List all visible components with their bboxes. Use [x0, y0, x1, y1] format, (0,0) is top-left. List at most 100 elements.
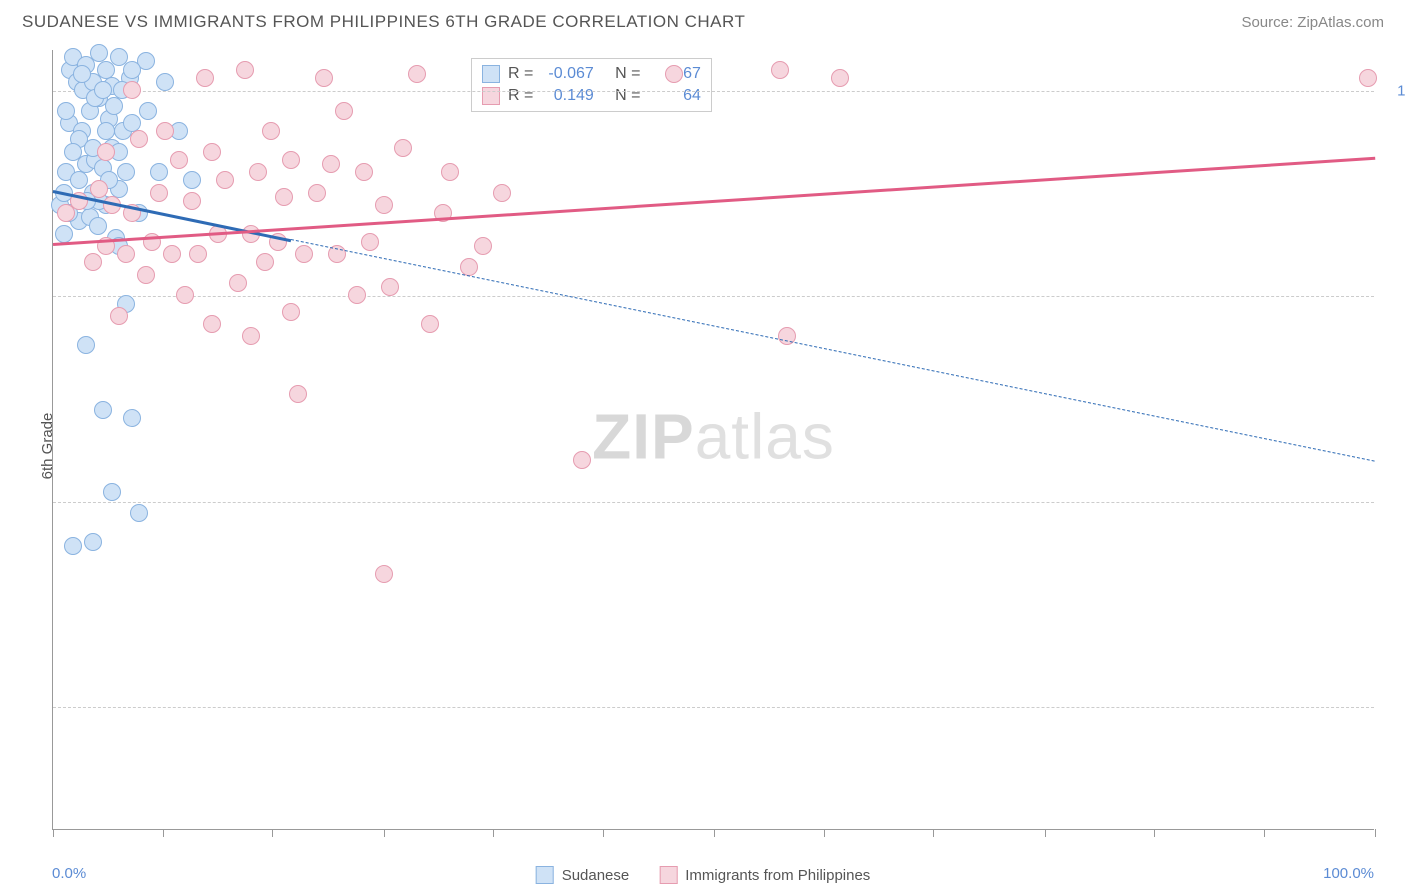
x-tick [1264, 829, 1265, 837]
series-swatch [482, 87, 500, 105]
data-point [123, 114, 141, 132]
data-point [89, 217, 107, 235]
x-tick [53, 829, 54, 837]
series-swatch [659, 866, 677, 884]
stat-value-r: -0.067 [546, 65, 594, 83]
x-tick [714, 829, 715, 837]
stat-label-r: R = [508, 87, 538, 105]
x-axis-min-label: 0.0% [52, 865, 86, 882]
data-point [156, 122, 174, 140]
data-point [84, 253, 102, 271]
data-point [262, 122, 280, 140]
x-tick [603, 829, 604, 837]
data-point [110, 307, 128, 325]
data-point [105, 97, 123, 115]
y-tick-label: 100.0% [1397, 83, 1406, 100]
data-point [183, 171, 201, 189]
data-point [90, 44, 108, 62]
data-point [130, 130, 148, 148]
gridline [53, 707, 1374, 708]
data-point [90, 180, 108, 198]
data-point [1359, 69, 1377, 87]
data-point [64, 537, 82, 555]
data-point [408, 65, 426, 83]
data-point [139, 102, 157, 120]
data-point [123, 81, 141, 99]
x-tick [824, 829, 825, 837]
data-point [229, 274, 247, 292]
gridline [53, 502, 1374, 503]
data-point [474, 237, 492, 255]
x-tick [933, 829, 934, 837]
data-point [203, 143, 221, 161]
watermark: ZIPatlas [592, 399, 835, 473]
data-point [375, 565, 393, 583]
data-point [355, 163, 373, 181]
data-point [375, 196, 393, 214]
data-point [282, 303, 300, 321]
data-point [441, 163, 459, 181]
stat-row: R = 0.149 N = 64 [482, 85, 701, 107]
data-point [295, 245, 313, 263]
series-legend: Sudanese Immigrants from Philippines [536, 866, 871, 884]
x-tick [493, 829, 494, 837]
data-point [55, 225, 73, 243]
data-point [94, 81, 112, 99]
page-title: SUDANESE VS IMMIGRANTS FROM PHILIPPINES … [22, 12, 745, 32]
data-point [117, 245, 135, 263]
data-point [460, 258, 478, 276]
data-point [335, 102, 353, 120]
series-swatch [482, 65, 500, 83]
data-point [156, 73, 174, 91]
data-point [57, 102, 75, 120]
stat-value-r: 0.149 [546, 87, 594, 105]
data-point [348, 286, 366, 304]
stat-label-n: N = [602, 87, 645, 105]
data-point [203, 315, 221, 333]
legend-item: Immigrants from Philippines [659, 866, 870, 884]
data-point [493, 184, 511, 202]
x-tick [1375, 829, 1376, 837]
data-point [236, 61, 254, 79]
data-point [117, 163, 135, 181]
legend-item: Sudanese [536, 866, 630, 884]
x-tick [1045, 829, 1046, 837]
data-point [289, 385, 307, 403]
data-point [831, 69, 849, 87]
data-point [361, 233, 379, 251]
data-point [216, 171, 234, 189]
x-tick [272, 829, 273, 837]
scatter-chart: ZIPatlas R = -0.067 N = 67R = 0.149 N = … [52, 50, 1374, 830]
data-point [84, 533, 102, 551]
data-point [97, 122, 115, 140]
data-point [137, 266, 155, 284]
data-point [315, 69, 333, 87]
legend-label: Sudanese [562, 867, 630, 884]
trend-line-extension [291, 239, 1375, 462]
stat-label-n: N = [602, 65, 645, 83]
x-tick [163, 829, 164, 837]
data-point [150, 184, 168, 202]
data-point [308, 184, 326, 202]
data-point [665, 65, 683, 83]
data-point [394, 139, 412, 157]
data-point [189, 245, 207, 263]
data-point [123, 61, 141, 79]
data-point [282, 151, 300, 169]
data-point [421, 315, 439, 333]
data-point [64, 143, 82, 161]
stat-value-n: 64 [653, 87, 701, 105]
data-point [94, 401, 112, 419]
x-axis-max-label: 100.0% [1323, 865, 1374, 882]
data-point [256, 253, 274, 271]
data-point [275, 188, 293, 206]
x-tick [384, 829, 385, 837]
gridline [53, 91, 1374, 92]
data-point [170, 151, 188, 169]
legend-label: Immigrants from Philippines [685, 867, 870, 884]
series-swatch [536, 866, 554, 884]
gridline [53, 296, 1374, 297]
data-point [242, 327, 260, 345]
data-point [97, 143, 115, 161]
data-point [249, 163, 267, 181]
